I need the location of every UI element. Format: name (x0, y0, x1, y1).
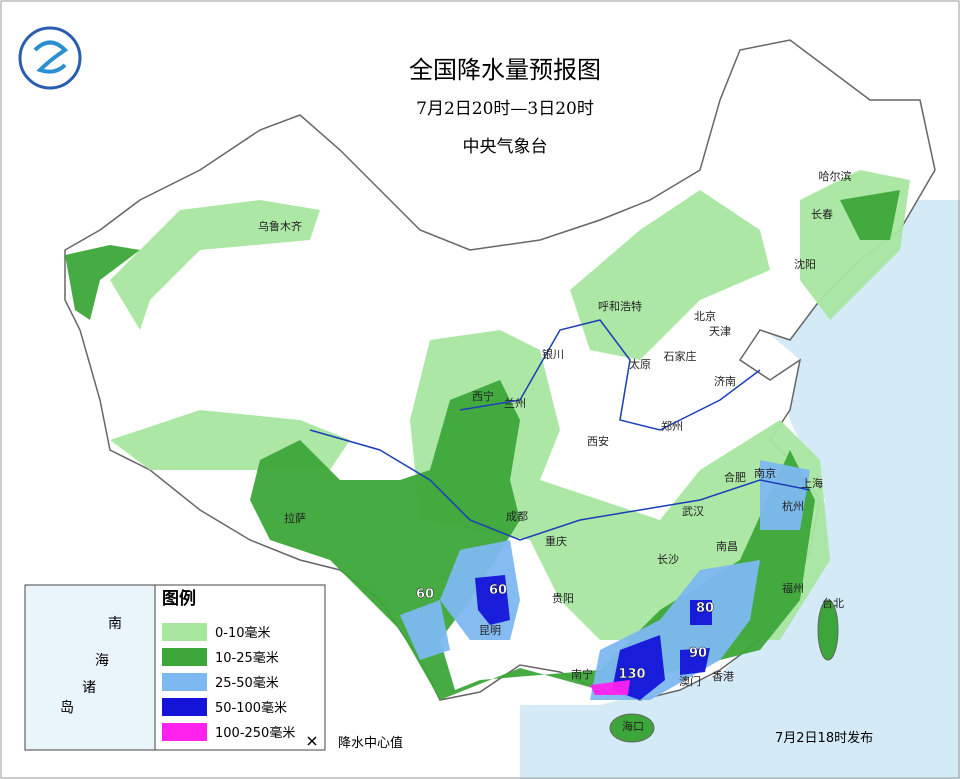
legend-swatch (162, 623, 207, 641)
center-marker (307, 736, 317, 746)
rain-zone (690, 600, 712, 625)
city-label: 哈尔滨 (819, 169, 852, 183)
city-label: 长春 (811, 208, 833, 221)
inset-label: 南 (108, 616, 122, 632)
river (309, 429, 811, 541)
inset-label: 海 (95, 653, 109, 669)
legend-label: 50-100毫米 (215, 700, 287, 716)
legend-swatch (162, 673, 207, 691)
city-label: 贵阳 (552, 592, 574, 605)
city-label: 昆明 (479, 624, 501, 637)
legend-swatch (162, 723, 207, 741)
rain-center-value: 80 (696, 601, 714, 616)
rain-zone (475, 575, 510, 625)
rain-center-value: 130 (618, 667, 645, 682)
city-label: 呼和浩特 (598, 299, 642, 313)
city-label: 海口 (622, 719, 644, 733)
legend-title: 图例 (162, 588, 196, 609)
city-label: 银川 (542, 347, 564, 361)
inset-map (24, 584, 156, 751)
city-label: 南京 (754, 466, 776, 480)
inset-label: 诸 (82, 680, 96, 696)
rain-zone (680, 648, 710, 675)
rain-zone (410, 330, 830, 640)
rain-zone (840, 190, 900, 240)
city-label: 重庆 (545, 534, 567, 548)
rain-center-value: 60 (489, 583, 507, 598)
city-label: 石家庄 (664, 349, 697, 363)
inset-label: 岛 (60, 700, 74, 716)
footer: 7月2日18时发布 (775, 730, 873, 746)
city-label: 上海 (801, 476, 823, 490)
rain-zone (400, 600, 450, 660)
sea (520, 200, 960, 779)
rain-zone (110, 200, 320, 330)
city-label: 天津 (709, 325, 731, 338)
logo (18, 26, 82, 90)
city-label: 济南 (714, 374, 736, 388)
rain-center-value: 90 (689, 646, 707, 661)
hainan (609, 713, 655, 743)
legend-label: 10-25毫米 (215, 650, 279, 666)
city-label: 成都 (506, 510, 528, 523)
legend-label: 0-10毫米 (215, 625, 271, 641)
rain-centers: 60 60 80 90 130 (416, 583, 714, 682)
rain-zone (570, 190, 770, 360)
rain-zones (65, 170, 910, 700)
city-label: 台北 (822, 596, 844, 610)
river (459, 319, 761, 431)
city-label: 南宁 (571, 667, 593, 681)
center-legend-label: 降水中心值 (338, 735, 403, 751)
legend-label: 100-250毫米 (215, 725, 295, 741)
city-label: 合肥 (724, 470, 746, 484)
taiwan (817, 599, 839, 661)
legend-swatch (162, 648, 207, 666)
period: 7月2日20时—3日20时 (416, 99, 594, 119)
city-label: 沈阳 (794, 257, 816, 271)
city-label: 南昌 (716, 540, 738, 553)
city-label: 乌鲁木齐 (258, 219, 302, 233)
city-label: 北京 (694, 309, 716, 323)
city-label: 太原 (629, 358, 651, 371)
city-label: 长沙 (657, 553, 679, 566)
rain-zone (760, 460, 810, 530)
rain-zone (65, 245, 140, 320)
legend-label: 25-50毫米 (215, 675, 279, 691)
city-label: 澳门 (679, 674, 701, 688)
city-label: 兰州 (504, 397, 526, 410)
logo-mark (33, 40, 69, 74)
rain-center-value: 60 (416, 587, 434, 602)
title: 全国降水量预报图 (409, 56, 601, 84)
city-label: 西宁 (472, 389, 494, 403)
city-label: 香港 (712, 670, 734, 683)
rain-zone (590, 680, 630, 695)
legend: 0-10毫米 10-25毫米 25-50毫米 50-100毫米 100-250毫米降水中… (60, 616, 403, 751)
city-label: 杭州 (782, 499, 804, 513)
city-label: 郑州 (661, 419, 683, 433)
city-label: 武汉 (682, 505, 704, 518)
city-label: 拉萨 (284, 511, 306, 525)
city-label: 福州 (782, 581, 804, 595)
issuer: 中央气象台 (463, 137, 548, 157)
legend-swatch (162, 698, 207, 716)
city-label: 西安 (587, 434, 609, 448)
